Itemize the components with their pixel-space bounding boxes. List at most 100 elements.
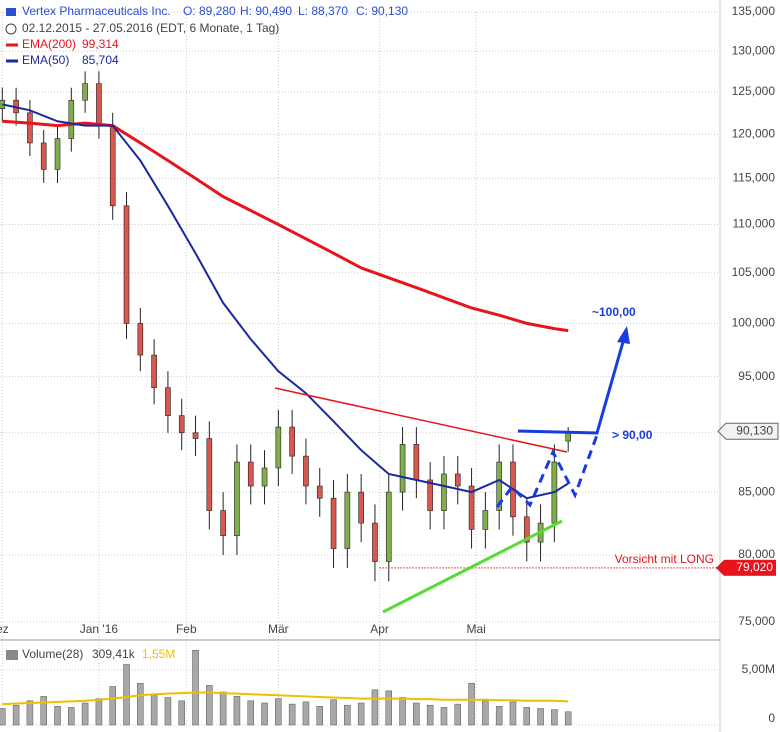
high: H: 90,490: [240, 4, 292, 18]
volume-bar: [219, 691, 227, 726]
y-tick-label: 115,000: [733, 171, 776, 185]
volume-average-label: 1,55M: [142, 647, 175, 661]
volume-bar: [164, 697, 172, 726]
y-tick-label: 130,000: [732, 43, 776, 57]
legend-value: 85,704: [82, 53, 119, 67]
volume-bar: [330, 699, 337, 726]
volume-bar: [178, 700, 185, 726]
date-range: 02.12.2015 - 27.05.2016 (EDT, 6 Monate, …: [22, 21, 279, 35]
candle-body: [399, 444, 406, 493]
candle-body: [261, 467, 268, 487]
candle-body: [109, 125, 116, 207]
candle-body: [247, 461, 254, 487]
candle-body: [316, 485, 323, 499]
volume-bar: [482, 700, 489, 726]
arrow-head: [617, 326, 630, 344]
volume-bar: [81, 702, 89, 726]
candle-body: [289, 426, 295, 457]
candle-body: [151, 354, 157, 388]
volume-bar: [357, 702, 365, 726]
volume-bar: [426, 704, 434, 726]
volume-bar: [261, 702, 268, 726]
alert-text: Vorsicht mit LONG: [615, 552, 714, 566]
legend: EMA(200) 99,314 EMA(50) 85,704 Volume(28) 309…: [6, 37, 175, 661]
volume-bar: [551, 709, 558, 726]
volume-bar: [192, 649, 199, 726]
candle-body: [330, 497, 337, 549]
volume-bar: [454, 703, 462, 726]
y-tick-label: 135,000: [732, 4, 776, 18]
volume-bar: [385, 690, 393, 726]
legend-label: EMA(50): [22, 53, 69, 67]
candle-body: [496, 461, 502, 511]
candle-body: [385, 491, 392, 562]
volume-bar: [495, 706, 503, 726]
volume-bar: [344, 704, 351, 726]
y-tick-label: 95,000: [738, 369, 775, 383]
y-tick-label: 105,000: [732, 265, 776, 279]
candle-body: [372, 522, 378, 562]
y-tick-label: 80,000: [738, 547, 775, 561]
candle-body: [206, 438, 213, 511]
candle-body: [178, 415, 185, 434]
candle-body: [96, 83, 102, 126]
candle-body: [234, 461, 240, 537]
volume-bar: [302, 701, 310, 726]
logo-icon: [6, 8, 16, 16]
low: L: 88,370: [298, 4, 348, 18]
candle-body: [303, 455, 309, 487]
x-tick-label: Mai: [466, 622, 485, 636]
y-tick-label: 5,00M: [742, 662, 775, 676]
volume-bar: [288, 703, 296, 726]
candle-body: [27, 112, 33, 144]
candle-body: [468, 485, 475, 530]
candle-body: [441, 473, 447, 511]
volume-bar: [12, 704, 20, 726]
projection-path: [495, 434, 599, 508]
volume-bar: [68, 707, 75, 726]
clock-icon: [5, 23, 17, 35]
alert-label: 79,020: [736, 560, 773, 574]
y-tick-label: 120,000: [732, 126, 776, 140]
candle-body: [165, 387, 171, 416]
volume-bar: [564, 711, 572, 726]
volume-bar: [137, 682, 144, 726]
y-tick-label: 0: [768, 711, 775, 725]
volume-bar: [468, 682, 475, 726]
candle-body: [344, 491, 351, 549]
candle-body: [137, 323, 144, 356]
open: O: 89,280: [183, 4, 236, 18]
close: C: 90,130: [356, 4, 408, 18]
volume-bar: [537, 708, 544, 726]
volume-label: Volume(28): [22, 647, 83, 661]
volume-bar: [109, 686, 116, 726]
volume-bar: [399, 697, 406, 726]
support-line: [382, 519, 563, 614]
candle-body: [427, 479, 433, 511]
candle-body: [482, 510, 489, 530]
volume-icon: [6, 650, 18, 660]
y-tick-label: 125,000: [732, 84, 776, 98]
x-tick-label: ez: [0, 622, 9, 636]
ema-line: [2, 103, 569, 500]
x-tick-label: Jan '16: [80, 622, 119, 636]
volume-bar: [123, 664, 130, 726]
volume-bar: [0, 708, 6, 726]
legend-value: 99,314: [82, 37, 119, 51]
annotation: ~100,00: [592, 305, 636, 319]
volume-bar: [206, 685, 213, 726]
candle-body: [413, 444, 420, 481]
volume-bar: [371, 689, 379, 726]
volume-bar: [95, 698, 103, 726]
candle-body: [358, 491, 364, 524]
last-price-box: [717, 422, 779, 440]
volume-bar: [26, 700, 34, 726]
candle-body: [123, 205, 130, 324]
x-tick-label: Feb: [176, 622, 197, 636]
volume-bar: [247, 700, 254, 726]
x-tick-label: Mär: [268, 622, 289, 636]
volume-bar: [440, 707, 448, 726]
volume-bar: [413, 702, 420, 726]
